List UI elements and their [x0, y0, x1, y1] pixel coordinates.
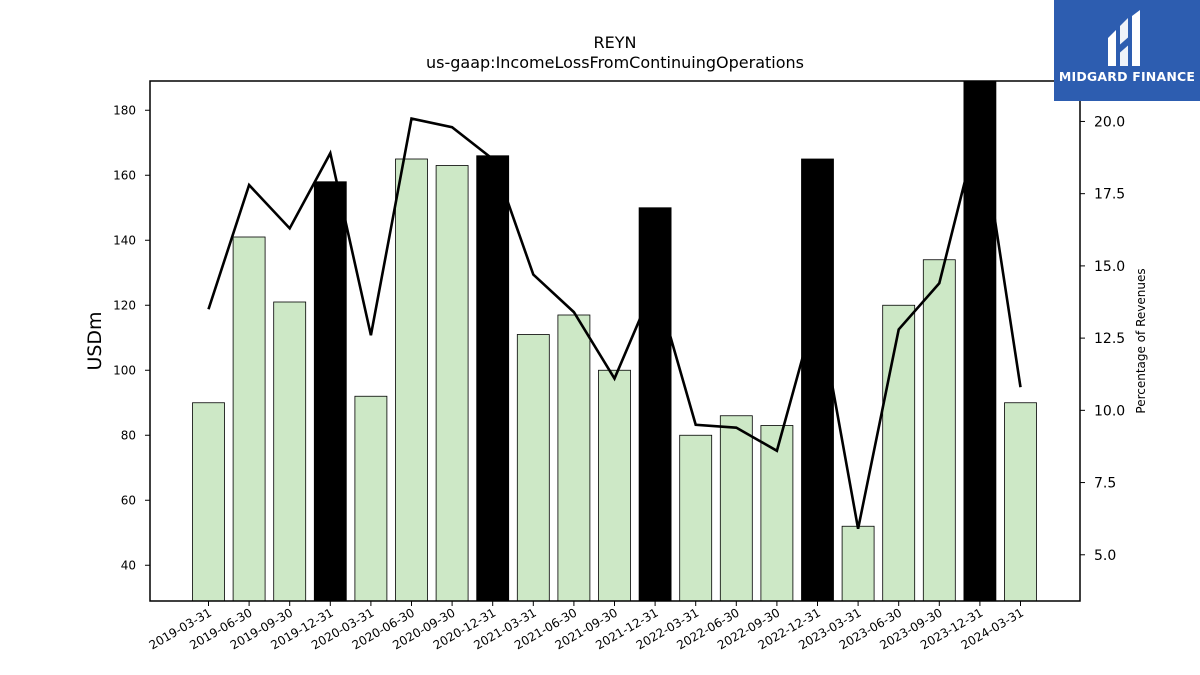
bar: [273, 301, 307, 601]
chart-subtitle: us-gaap:IncomeLossFromContinuingOperatio…: [426, 53, 804, 72]
bar: [557, 314, 591, 601]
y-axis-left: 40 60 80 100 120 140 160 180: [113, 103, 150, 572]
bar: [435, 165, 469, 601]
chart-title: REYN: [594, 33, 637, 52]
bar: [354, 395, 388, 601]
bar: [882, 304, 916, 601]
bar: [476, 155, 510, 601]
bar: [963, 81, 997, 601]
bar: [719, 415, 753, 601]
y-tick-label: 60: [121, 493, 136, 507]
bar: [760, 425, 794, 601]
bar: [313, 181, 347, 601]
line-path: [207, 117, 1022, 530]
y-tick-label: 100: [113, 363, 136, 377]
bar: [801, 158, 834, 601]
y-tick-label: 180: [113, 103, 136, 117]
y2-tick-label: 20.0: [1094, 114, 1125, 130]
y2-tick-label: 15.0: [1094, 259, 1125, 275]
y-tick-label: 160: [113, 168, 136, 182]
x-axis: 2019-03-312019-06-302019-09-302019-12-31…: [147, 601, 1026, 652]
y2-tick-label: 5.0: [1094, 548, 1116, 564]
y2-axis-label: Percentage of Revenues: [1134, 268, 1148, 413]
line-series: [207, 117, 1022, 530]
y-axis-right: 5.0 7.5 10.0 12.5 15.0 17.5 20.0: [1080, 114, 1125, 564]
y-tick-label: 140: [113, 233, 136, 247]
y-tick-label: 120: [113, 298, 136, 312]
bar: [679, 434, 713, 601]
bar: [1004, 402, 1037, 601]
bar: [516, 334, 550, 601]
y2-tick-label: 7.5: [1094, 476, 1116, 492]
bar: [922, 259, 956, 601]
y2-tick-label: 17.5: [1094, 187, 1125, 203]
y-tick-label: 80: [121, 428, 136, 442]
y-tick-label: 40: [121, 558, 136, 572]
bar: [638, 207, 672, 601]
bar-series: [192, 81, 1037, 601]
midgard-logo-icon: [1108, 10, 1140, 66]
bar: [598, 369, 631, 601]
bar: [841, 525, 875, 601]
bar: [395, 158, 428, 601]
brand-logo: MIDGARD FINANCE: [1054, 0, 1200, 101]
y2-tick-label: 10.0: [1094, 403, 1125, 419]
bar: [232, 236, 266, 601]
y2-tick-label: 12.5: [1094, 331, 1125, 347]
brand-name: MIDGARD FINANCE: [1058, 69, 1196, 84]
y-axis-label: USDm: [84, 311, 106, 370]
bar: [192, 402, 225, 601]
